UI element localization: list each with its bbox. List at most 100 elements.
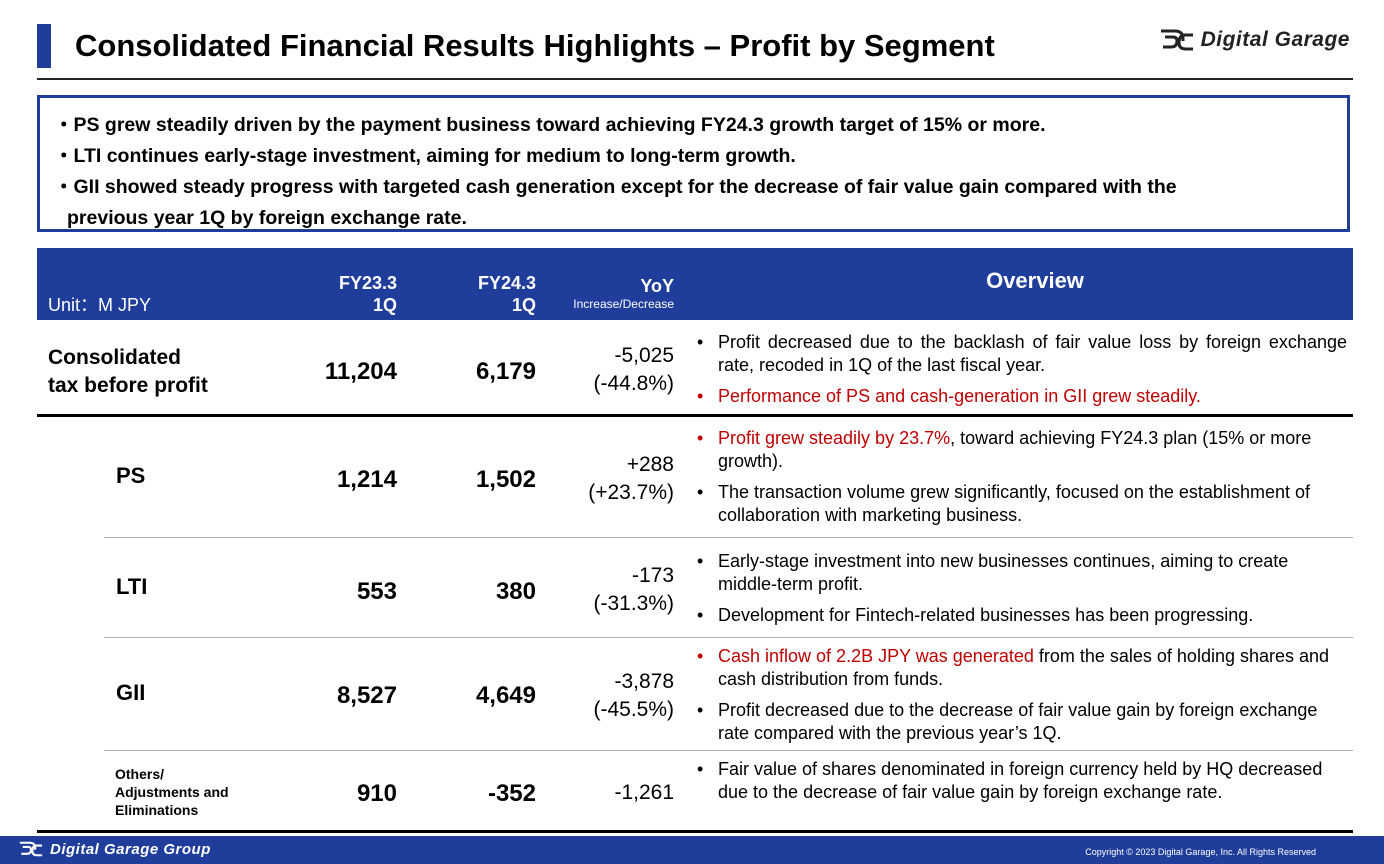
row-divider xyxy=(104,750,1353,751)
overview-item: • Profit decreased due to the backlash of… xyxy=(697,331,1347,377)
overview-item: • The transaction volume grew significant… xyxy=(697,481,1347,527)
footer-logo: Digital Garage Group xyxy=(18,840,211,858)
value-fy24: 6,179 xyxy=(475,358,536,385)
overview-text: Early-stage investment into new business… xyxy=(718,551,1289,594)
col-header-overview: Overview xyxy=(986,268,1084,293)
value-fy23: 553 xyxy=(356,578,397,605)
digital-garage-logo-icon xyxy=(19,841,43,857)
summary-line: ・PS grew steadily driven by the payment … xyxy=(54,114,1046,136)
yoy-change: -173 (-31.3%) xyxy=(593,562,674,618)
value-fy24: 1,502 xyxy=(475,466,536,493)
table-row-others: Others/ Adjustments and Eliminations 910… xyxy=(37,751,1353,831)
copyright-notice: Copyright © 2023 Digital Garage, Inc. Al… xyxy=(1085,847,1316,857)
col-header-fy24-year: FY24.3 xyxy=(477,273,536,293)
footer: Digital Garage Group Copyright © 2023 Di… xyxy=(0,836,1384,864)
overview-item: • Fair value of shares denominated in for… xyxy=(697,758,1347,804)
col-header-fy24: FY24.3 1Q xyxy=(478,272,536,316)
col-header-fy23: FY23.3 1Q xyxy=(339,272,397,316)
overview-list: • Profit grew steadily by 23.7%, toward a… xyxy=(697,427,1347,527)
yoy-percent: (-31.3%) xyxy=(593,592,674,615)
value-fy23: 11,204 xyxy=(324,358,397,385)
bullet-icon: • xyxy=(697,482,704,502)
overview-list: • Fair value of shares denominated in for… xyxy=(697,758,1347,804)
yoy-percent: (-44.8%) xyxy=(593,372,674,395)
bullet-icon: • xyxy=(697,759,704,779)
yoy-absolute: -1,261 xyxy=(614,781,674,804)
value-fy23: 1,214 xyxy=(336,466,397,493)
overview-highlight: Cash inflow of 2.2B JPY was generated xyxy=(718,646,1034,666)
row-label: GII xyxy=(116,680,146,705)
value-fy24: -352 xyxy=(487,780,536,807)
footer-logo-text: Digital Garage Group xyxy=(50,840,211,858)
value-fy23: 8,527 xyxy=(336,682,397,709)
table-row-ps: PS 1,214 1,502 +288 (+23.7%) • Profit gre… xyxy=(37,418,1353,536)
overview-item: • Early-stage investment into new busines… xyxy=(697,550,1347,596)
row-label-line: Adjustments and xyxy=(115,784,229,800)
overview-item: • Cash inflow of 2.2B JPY was generated f… xyxy=(697,645,1347,691)
summary-line: ・LTI continues early-stage investment, a… xyxy=(54,145,796,167)
title-divider xyxy=(37,78,1353,80)
col-header-yoy-sub: Increase/Decrease xyxy=(573,297,674,311)
summary-line: previous year 1Q by foreign exchange rat… xyxy=(67,207,467,229)
digital-garage-logo-icon xyxy=(1160,29,1193,51)
summary-box: ・PS grew steadily driven by the payment … xyxy=(37,95,1350,232)
logo-text: Digital Garage xyxy=(1200,28,1350,51)
table-row-gii: GII 8,527 4,649 -3,878 (-45.5%) • Cash in… xyxy=(37,638,1353,750)
row-label-line: Others/ xyxy=(115,766,165,782)
row-label-line: tax before profit xyxy=(48,374,208,397)
bullet-icon: • xyxy=(697,332,704,352)
bullet-icon: • xyxy=(697,700,704,720)
col-header-fy24-quarter: 1Q xyxy=(511,295,536,315)
row-divider-thick xyxy=(37,414,1353,417)
bullet-icon: • xyxy=(697,386,704,406)
value-fy24: 4,649 xyxy=(475,682,536,709)
col-header-yoy: YoY Increase/Decrease xyxy=(573,275,674,311)
bullet-icon: • xyxy=(697,428,704,448)
yoy-absolute: -3,878 xyxy=(614,670,674,693)
col-header-fy23-year: FY23.3 xyxy=(338,273,397,293)
yoy-absolute: -5,025 xyxy=(614,344,674,367)
overview-list: • Profit decreased due to the backlash of… xyxy=(697,331,1347,408)
col-header-yoy-label: YoY xyxy=(640,276,674,296)
bullet-icon: • xyxy=(697,646,704,666)
table-header: Unit：M JPY FY23.3 1Q FY24.3 1Q YoY Incre… xyxy=(37,248,1353,320)
value-fy24: 380 xyxy=(495,578,536,605)
yoy-absolute: +288 xyxy=(626,453,674,476)
table-row-lti: LTI 553 380 -173 (-31.3%) • Early-stage i… xyxy=(37,538,1353,638)
table-bottom-rule xyxy=(37,830,1353,833)
yoy-change: +288 (+23.7%) xyxy=(588,451,674,507)
row-label-line: Consolidated xyxy=(48,346,182,369)
title-accent-bar xyxy=(37,24,51,68)
overview-text: The transaction volume grew significantl… xyxy=(718,482,1310,525)
overview-text: Profit decreased due to the decrease of … xyxy=(718,700,1318,743)
page-title: Consolidated Financial Results Highlight… xyxy=(75,28,995,63)
yoy-change: -1,261 xyxy=(614,779,674,807)
overview-item: • Development for Fintech-related busines… xyxy=(697,604,1347,627)
yoy-percent: (-45.5%) xyxy=(593,698,674,721)
overview-item: • Profit grew steadily by 23.7%, toward a… xyxy=(697,427,1347,473)
yoy-percent: (+23.7%) xyxy=(588,481,674,504)
row-label-line: Eliminations xyxy=(115,802,199,818)
row-label: LTI xyxy=(116,574,148,599)
bullet-icon: • xyxy=(697,551,704,571)
col-header-fy23-quarter: 1Q xyxy=(372,295,397,315)
table-row-consolidated: Consolidated tax before profit 11,204 6,… xyxy=(37,320,1353,414)
overview-text: Development for Fintech-related business… xyxy=(718,605,1254,625)
overview-text: from the sales of holding shares and cas… xyxy=(718,646,1330,689)
overview-list: • Cash inflow of 2.2B JPY was generated f… xyxy=(697,645,1347,745)
overview-highlight: Performance of PS and cash-generation in… xyxy=(718,386,1201,406)
company-logo: Digital Garage xyxy=(1159,27,1350,53)
yoy-absolute: -173 xyxy=(631,564,674,587)
overview-highlight: Profit grew steadily by 23.7% xyxy=(718,428,951,448)
row-divider xyxy=(104,637,1353,638)
row-label: Consolidated tax before profit xyxy=(48,344,208,400)
row-label: Others/ Adjustments and Eliminations xyxy=(115,765,229,819)
unit-label: Unit：M JPY xyxy=(48,295,152,315)
bullet-icon: • xyxy=(697,605,704,625)
overview-item: • Performance of PS and cash-generation i… xyxy=(697,385,1347,408)
overview-text: , toward achieving FY24.3 plan (15% or m… xyxy=(718,428,1312,471)
overview-item: • Profit decreased due to the decrease of… xyxy=(697,699,1347,745)
value-fy23: 910 xyxy=(356,780,397,807)
row-label: PS xyxy=(116,463,146,488)
yoy-change: -3,878 (-45.5%) xyxy=(593,668,674,724)
